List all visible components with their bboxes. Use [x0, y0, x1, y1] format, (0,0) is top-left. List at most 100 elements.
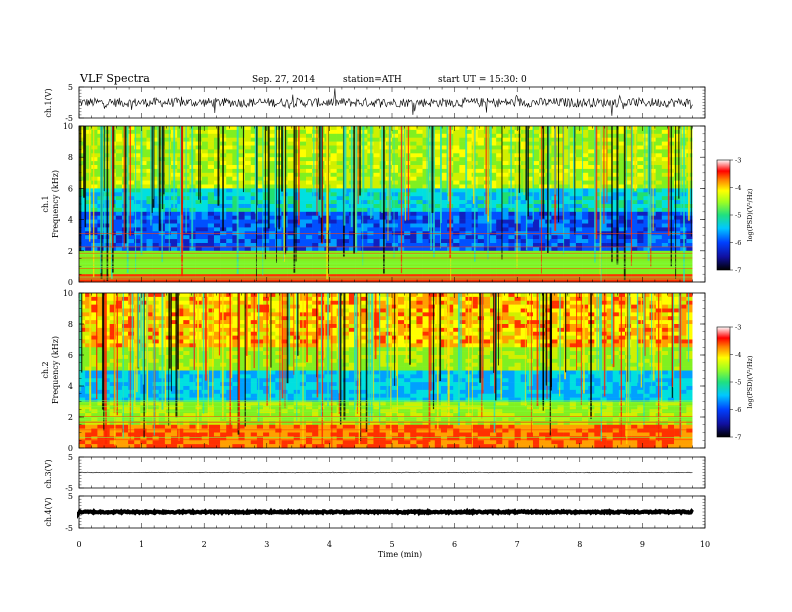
sferic-streak — [644, 126, 646, 189]
spectrogram-cell — [330, 153, 337, 158]
spectrogram-cell — [146, 293, 153, 298]
spectrogram-cell — [637, 200, 644, 205]
spectrogram-cell — [164, 254, 172, 259]
spectrogram-cell — [496, 176, 503, 181]
spectrogram-cell — [115, 413, 123, 418]
spectrogram-cell — [195, 278, 202, 283]
spectrogram-cell — [263, 239, 270, 244]
spectrogram-cell — [453, 141, 460, 146]
spectrogram-cell — [422, 188, 429, 193]
spectrogram-cell — [416, 258, 423, 263]
spectrogram-cell — [434, 215, 442, 220]
spectrogram-cell — [606, 133, 614, 138]
sferic-streak — [191, 126, 194, 250]
spectrogram-cell — [91, 180, 98, 185]
spectrogram-cell — [631, 223, 638, 228]
spectrogram-cell — [134, 161, 141, 166]
spectrogram-cell — [588, 161, 595, 166]
spectrogram-cell — [526, 227, 534, 232]
spectrogram-cell — [91, 347, 98, 352]
spectrogram-cell — [520, 239, 528, 244]
spectrogram-cell — [575, 184, 583, 189]
spectrogram-cell — [330, 219, 337, 224]
sferic-streak — [568, 126, 570, 212]
spectrogram-cell — [618, 149, 626, 154]
spectrogram-cell — [465, 184, 472, 189]
spectrogram-cell — [526, 145, 534, 150]
spectrogram-cell — [140, 145, 147, 150]
spectrogram-cell — [655, 258, 663, 263]
spectrogram-cell — [391, 223, 399, 228]
spectrogram-cell — [146, 235, 153, 240]
spectrogram-cell — [655, 196, 663, 201]
spectrogram-cell — [557, 211, 564, 216]
spectrogram-cell — [287, 168, 295, 174]
sferic-streak — [357, 126, 359, 205]
spectrogram-cell — [232, 207, 239, 213]
spectrogram-cell — [686, 223, 693, 228]
spectrogram-cell — [171, 215, 178, 220]
spectrogram-cell — [575, 126, 583, 131]
spectrogram-cell — [606, 157, 614, 162]
spectrogram-cell — [563, 196, 571, 201]
spectrogram-cell — [575, 161, 583, 166]
spectrogram-cell — [299, 129, 307, 135]
spectrogram-cell — [158, 274, 166, 279]
spectrogram-cell — [612, 192, 620, 197]
spectrogram-cell — [483, 270, 491, 275]
spectrogram-cell — [594, 200, 601, 205]
spectrogram-cell — [250, 246, 258, 252]
spectrogram-cell — [686, 235, 693, 240]
spectrogram-cell — [91, 378, 98, 383]
sferic-streak — [353, 126, 355, 254]
spectrogram-cell — [318, 262, 325, 267]
spectrogram-cell — [109, 370, 117, 375]
spectrogram-cell — [134, 258, 141, 263]
spectrogram-cell — [661, 246, 669, 252]
spectrogram-cell — [582, 243, 589, 248]
spectrogram-cell — [606, 149, 614, 154]
spectrogram-cell — [121, 428, 129, 433]
spectrogram-cell — [514, 235, 522, 240]
spectrogram-cell — [293, 246, 301, 252]
spectrogram-cell — [490, 172, 497, 177]
spectrogram-cell — [85, 304, 92, 309]
spectrogram-cell — [146, 370, 153, 375]
spectrogram-cell — [152, 227, 160, 232]
spectrogram-cell — [109, 278, 117, 283]
spectrogram-cell — [428, 258, 436, 263]
spectrogram-cell — [115, 133, 123, 138]
sferic-streak — [487, 126, 490, 222]
spectrogram-cell — [97, 331, 104, 336]
spectrogram-cell — [465, 239, 472, 244]
spectrogram-cell — [582, 204, 589, 209]
spectrogram-cell — [275, 262, 282, 267]
spectrogram-cell — [514, 145, 522, 150]
spectrogram-cell — [361, 219, 368, 224]
spectrogram-cell — [618, 145, 626, 150]
spectrogram-cell — [275, 235, 282, 240]
spectrogram-cell — [177, 258, 184, 263]
spectrogram-cell — [385, 246, 393, 252]
spectrogram-cell — [440, 192, 448, 197]
spectrogram-cell — [85, 262, 92, 267]
spectrogram-cell — [600, 270, 607, 275]
spectrogram-cell — [379, 270, 387, 275]
spectrogram-cell — [232, 126, 239, 131]
spectrogram-cell — [146, 192, 153, 197]
spectrogram-cell — [465, 153, 472, 158]
spectrogram-cell — [459, 168, 466, 174]
spectrogram-cell — [269, 235, 276, 240]
spectrogram-cell — [183, 278, 190, 283]
spectrogram-cell — [434, 219, 442, 224]
spectrogram-cell — [269, 258, 276, 263]
spectrogram-cell — [361, 207, 368, 213]
spectrogram-cell — [342, 215, 350, 220]
spectrogram-cell — [128, 145, 135, 150]
spectrogram-cell — [109, 300, 117, 305]
spectrogram-cell — [269, 243, 276, 248]
spectrogram-cell — [348, 239, 356, 244]
spectrogram-cell — [422, 262, 429, 267]
spectrogram-cell — [79, 223, 86, 228]
spectrogram-cell — [422, 180, 429, 185]
